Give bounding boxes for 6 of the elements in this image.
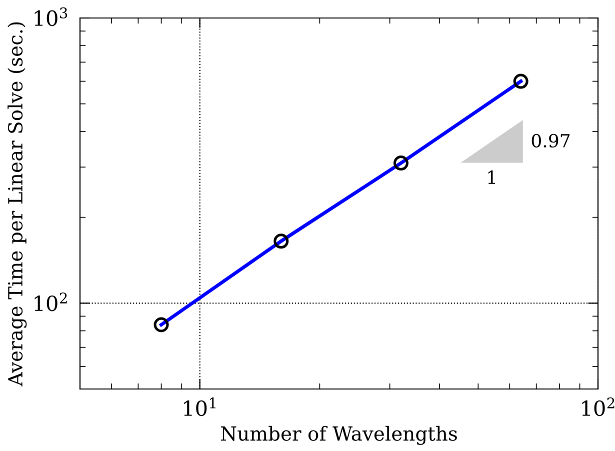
x-tick-label: 10$^{1}$	[184, 397, 216, 416]
y-tick-label: 10$^{3}$	[34, 7, 68, 26]
y-axis-title: Average Time per Linear Solve (sec.)	[8, 22, 27, 386]
x-axis-title: Number of Wavelengths	[221, 426, 457, 445]
annotation: 0.97	[532, 134, 570, 148]
annotation: 1	[488, 170, 495, 184]
